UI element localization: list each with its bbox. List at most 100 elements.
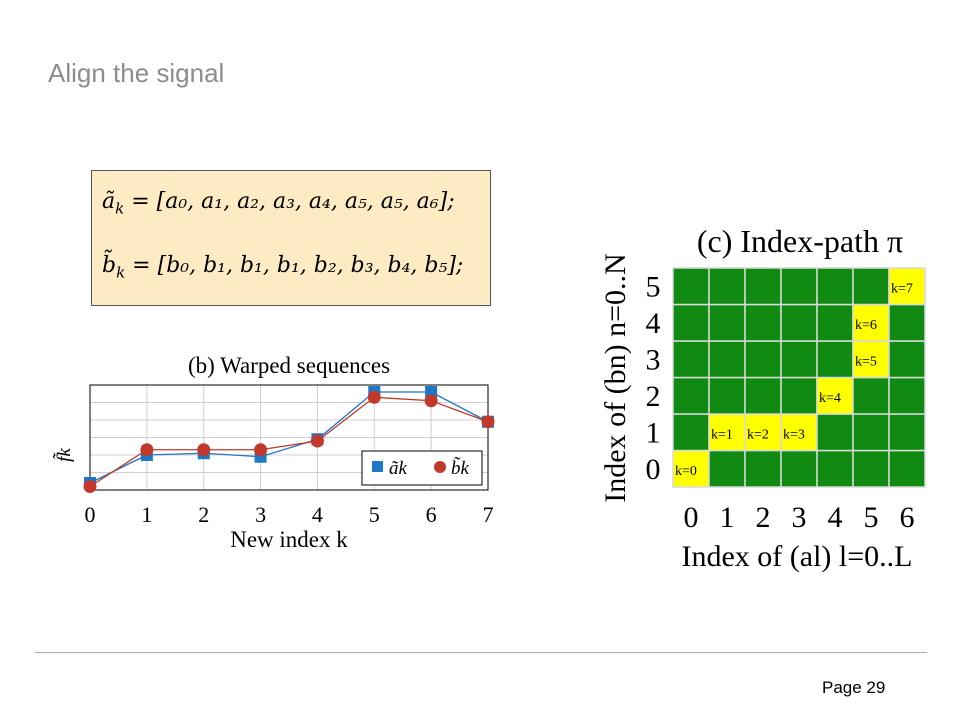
chart-c-xtick-6: 6 [900,501,915,534]
path-cell [852,303,890,342]
grid-cell [744,376,782,415]
chart-c-yticks: 0 12 34 5 [646,270,661,486]
grid-cell [888,303,926,342]
chart-c-title: (c) Index-path π [697,223,903,259]
series-0-point-6 [425,386,438,398]
legend-b-marker [434,461,446,473]
grid-cell [888,449,926,488]
grid-cell [888,340,926,379]
footer-divider [35,652,927,653]
series-1-point-2 [197,443,211,457]
grid-cell [708,376,746,415]
grid-cell [708,267,746,306]
chart-c-ytick-4: 4 [646,307,661,340]
chart-c-ylabel: Index of (bn) n=0..N [599,253,632,502]
grid-cell [816,413,854,452]
chart-c-xtick-2: 2 [756,501,771,534]
path-cell [672,449,710,488]
chart-c-ytick-1: 1 [646,416,661,449]
chart-b-xtick-0: 0 [85,502,96,527]
grid-cell [744,303,782,342]
path-cell-label: k=3 [783,427,805,442]
grid-cell [780,376,818,415]
grid-cell [780,267,818,306]
path-cell-label: k=4 [819,391,841,406]
grid-cell [708,303,746,342]
path-cell [852,340,890,379]
chart-c-ytick-3: 3 [646,343,661,376]
path-cell [744,413,782,452]
path-cell-label: k=6 [855,318,877,333]
series-line-0 [89,391,489,484]
series-0-point-7 [482,415,494,428]
series-0-point-3 [254,450,267,463]
grid-cell [852,376,890,415]
slide-title: Align the signal [48,58,225,88]
series-0-point-4 [311,433,324,446]
equation-a: ãk = [a₀, a₁, a₂, a₃, a₄, a₅, a₅, a₆]; [102,189,455,217]
series-1-point-5 [367,390,381,404]
legend-a-label: ãk [389,458,408,479]
chart-b-title: (b) Warped sequences [188,353,390,378]
equation-b: b̃k = [b₀, b₁, b₁, b₁, b₂, b₃, b₄, b₅]; [102,253,463,281]
equation-a-sub: k [115,199,125,218]
chart-c-ytick-2: 2 [646,380,661,413]
grid-cell [816,340,854,379]
path-cell-label: k=2 [747,427,769,442]
series-0-point-2 [197,447,210,460]
chart-b-xtick-1: 1 [141,502,152,527]
series-0-point-0 [84,477,96,489]
grid-cell [780,340,818,379]
series-1-point-1 [140,443,154,457]
chart-b-grid [90,385,488,490]
grid-cell [888,376,926,415]
chart-c-xtick-0: 0 [684,501,699,534]
chart-b-xtick-6: 6 [426,502,437,527]
series-0-point-5 [368,386,381,398]
chart-b-xtick-2: 2 [198,502,209,527]
chart-b-xtick-4: 4 [312,502,323,527]
path-cell [888,267,926,306]
series-1-point-3 [254,443,268,457]
grid-cell [708,449,746,488]
grid-cell [780,303,818,342]
chart-b-ylabel: f̃k [53,448,75,462]
chart-c-xlabel: Index of (al) l=0..L [681,540,912,573]
legend-a-marker [372,461,383,472]
legend-b-label: b̃k [451,457,470,479]
chart-c-xtick-3: 3 [792,501,807,534]
chart-b-legend: ãk b̃k [361,450,483,486]
path-cell [708,413,746,452]
chart-b-series [83,386,495,493]
grid-cell [672,267,710,306]
grid-cell [672,340,710,379]
grid-cell [852,449,890,488]
grid-cell [744,449,782,488]
chart-b-xlabel: New index k [230,527,348,552]
grid-cell [816,303,854,342]
grid-cell [744,340,782,379]
page-number: Page 29 [822,678,886,697]
chart-b-plot-frame [89,384,489,491]
equation-box: ãk = [a₀, a₁, a₂, a₃, a₄, a₅, a₅, a₆]; b… [91,170,491,306]
equation-a-lhs: ã [102,189,116,214]
path-cell-label: k=7 [891,281,913,296]
path-cell-label: k=1 [711,427,733,442]
chart-b-xtick-7: 7 [483,502,494,527]
path-cell-label: k=0 [675,464,697,479]
path-cell-label: k=5 [855,354,877,369]
grid-cell [672,376,710,415]
equation-b-lhs: b̃ [102,253,117,278]
chart-c-xtick-4: 4 [828,501,843,534]
chart-c-ytick-5: 5 [646,270,661,303]
grid-cell [708,340,746,379]
chart-c-ytick-0: 0 [646,453,661,486]
grid-cell [672,303,710,342]
grid-cell [744,267,782,306]
chart-c-xtick-5: 5 [864,501,879,534]
grid-cell [852,413,890,452]
grid-cell [888,413,926,452]
